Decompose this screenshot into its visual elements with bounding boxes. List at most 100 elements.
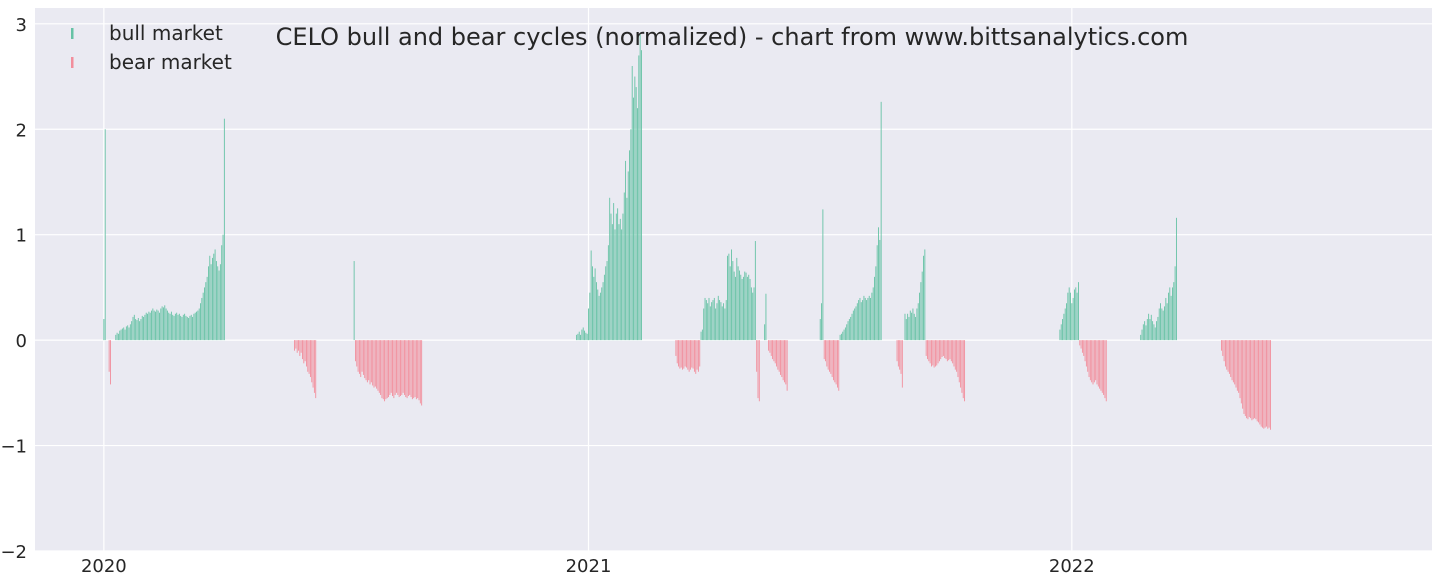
bull-bar (875, 266, 877, 341)
y-tick-label: 3 (16, 15, 27, 36)
bull-bar (744, 271, 746, 341)
legend-label-bear: bear market (109, 50, 232, 74)
bull-bar (1165, 297, 1167, 341)
bear-bar (786, 340, 788, 391)
bull-bar (862, 300, 864, 341)
bull-bar (213, 253, 215, 341)
bull-bar (919, 292, 920, 341)
bull-bar (1174, 266, 1176, 341)
bear-bar (1099, 340, 1101, 389)
bear-bar (362, 340, 364, 375)
bull-bar (192, 316, 194, 341)
bear-bar (313, 340, 315, 393)
bear-bar (1087, 340, 1089, 372)
bear-bar (370, 340, 372, 383)
bear-bar (419, 340, 421, 404)
bear-bar (394, 340, 396, 395)
bear-bar (108, 340, 110, 372)
bull-bar (732, 261, 734, 341)
bull-bar (907, 313, 909, 341)
bull-bar (120, 329, 122, 341)
bull-bar (153, 310, 155, 341)
bear-bar (308, 340, 310, 374)
bear-bar (676, 340, 678, 364)
bull-bar (136, 320, 138, 341)
bull-bar (630, 129, 632, 341)
bull-bar (578, 331, 580, 341)
bull-bar (609, 197, 611, 341)
bear-bar (1250, 340, 1252, 419)
bear-bar (1258, 340, 1259, 423)
bear-bar (929, 340, 931, 364)
bull-bar (206, 276, 208, 341)
bear-bar (780, 340, 781, 375)
bear-bar (952, 340, 954, 364)
bear-bar (932, 340, 934, 366)
bull-bar (859, 297, 861, 341)
bull-bar (1146, 319, 1148, 341)
bear-bar (1089, 340, 1091, 381)
bull-bar (174, 313, 176, 341)
bull-bar (719, 300, 721, 341)
bear-bar (785, 340, 787, 385)
bull-bar (739, 270, 740, 341)
bull-bar (149, 312, 151, 341)
bull-bar (923, 255, 924, 341)
bull-bar (1164, 306, 1165, 341)
bear-bar (1085, 340, 1087, 367)
bull-bar (1160, 303, 1161, 341)
bull-bar (139, 321, 141, 341)
bull-bar (198, 308, 200, 341)
bull-bar (186, 316, 188, 341)
bull-bar (641, 50, 642, 341)
bear-bar (896, 340, 898, 362)
bear-bar (680, 340, 682, 368)
bear-bar (365, 340, 367, 381)
bull-bar (148, 311, 150, 341)
bull-bar (634, 76, 636, 341)
bull-bar (1075, 287, 1077, 341)
bear-bar (373, 340, 375, 388)
bull-bar (1064, 308, 1066, 341)
bear-bar (1260, 340, 1262, 427)
bull-bar (844, 327, 846, 341)
bull-bar (717, 295, 719, 341)
bull-bar (921, 271, 923, 341)
bull-bar (819, 319, 821, 341)
y-tick-labels: −2 −1 0 1 2 3 (0, 15, 27, 563)
bull-bar (182, 314, 184, 341)
bull-bar (868, 295, 870, 341)
bear-bar (1095, 340, 1097, 381)
bear-bar (960, 340, 962, 388)
bear-bar (838, 340, 840, 391)
bull-bar (1162, 310, 1164, 341)
bull-bar (619, 218, 621, 341)
bear-bar (1228, 340, 1230, 374)
bull-bar (855, 306, 857, 341)
bull-bar (603, 274, 605, 341)
bull-bar (707, 303, 709, 341)
bear-bar (415, 340, 417, 400)
bear-bar (382, 340, 384, 400)
bull-bar (151, 310, 152, 341)
bull-bar (725, 300, 727, 341)
bear-bar (302, 340, 303, 360)
bull-bar (724, 308, 726, 341)
bear-bar (409, 340, 411, 395)
bear-bar (1103, 340, 1105, 395)
bear-bar (1226, 340, 1228, 370)
bull-bar (742, 276, 744, 341)
bear-bar (376, 340, 378, 389)
bear-bar (941, 340, 943, 357)
bear-bar (1251, 340, 1253, 421)
bear-bar (406, 340, 408, 399)
bull-bar (214, 249, 216, 341)
bear-bar (1230, 340, 1232, 378)
bear-bar (1091, 340, 1093, 383)
bear-bar (405, 340, 407, 398)
bear-bar (1252, 340, 1254, 420)
bull-bar (879, 239, 881, 341)
bear-bar (306, 340, 307, 367)
bull-bar (178, 313, 180, 341)
